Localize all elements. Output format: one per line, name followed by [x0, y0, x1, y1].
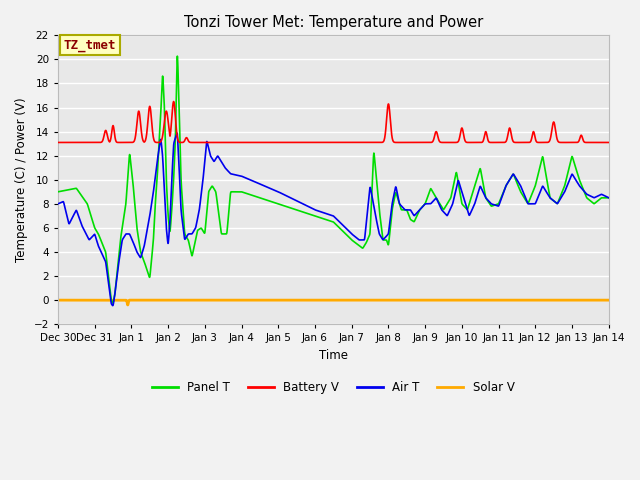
Battery V: [289, 140, 297, 145]
Panel T: [109, 300, 116, 306]
Title: Tonzi Tower Met: Temperature and Power: Tonzi Tower Met: Temperature and Power: [184, 15, 483, 30]
Air T: [266, 185, 273, 191]
Solar V: [117, 297, 125, 303]
Air T: [535, 192, 543, 198]
Solar V: [150, 297, 157, 303]
Solar V: [595, 297, 602, 303]
Solar V: [54, 297, 62, 303]
Battery V: [170, 99, 177, 105]
Legend: Panel T, Battery V, Air T, Solar V: Panel T, Battery V, Air T, Solar V: [147, 377, 520, 399]
Battery V: [266, 140, 273, 145]
Panel T: [535, 168, 543, 174]
Line: Air T: Air T: [58, 133, 609, 306]
Air T: [150, 187, 157, 193]
X-axis label: Time: Time: [319, 349, 348, 362]
Panel T: [173, 53, 181, 59]
Line: Battery V: Battery V: [58, 102, 609, 143]
Solar V: [605, 297, 612, 303]
Battery V: [595, 140, 602, 145]
Panel T: [54, 189, 62, 195]
Panel T: [266, 198, 273, 204]
Air T: [595, 193, 602, 199]
Air T: [605, 195, 612, 201]
Solar V: [289, 297, 297, 303]
Battery V: [54, 140, 62, 145]
Panel T: [289, 206, 297, 212]
Air T: [54, 201, 62, 207]
Air T: [117, 245, 125, 251]
Battery V: [535, 140, 543, 145]
Line: Solar V: Solar V: [58, 300, 609, 305]
Battery V: [117, 140, 125, 145]
Air T: [289, 196, 297, 202]
Solar V: [266, 297, 273, 303]
Text: TZ_tmet: TZ_tmet: [63, 39, 116, 52]
Line: Panel T: Panel T: [58, 56, 609, 303]
Y-axis label: Temperature (C) / Power (V): Temperature (C) / Power (V): [15, 97, 28, 262]
Solar V: [124, 302, 132, 308]
Panel T: [595, 197, 602, 203]
Solar V: [535, 297, 543, 303]
Panel T: [605, 195, 612, 201]
Battery V: [150, 135, 157, 141]
Air T: [173, 130, 181, 136]
Battery V: [605, 140, 612, 145]
Panel T: [150, 232, 157, 238]
Air T: [109, 303, 116, 309]
Panel T: [117, 233, 125, 239]
